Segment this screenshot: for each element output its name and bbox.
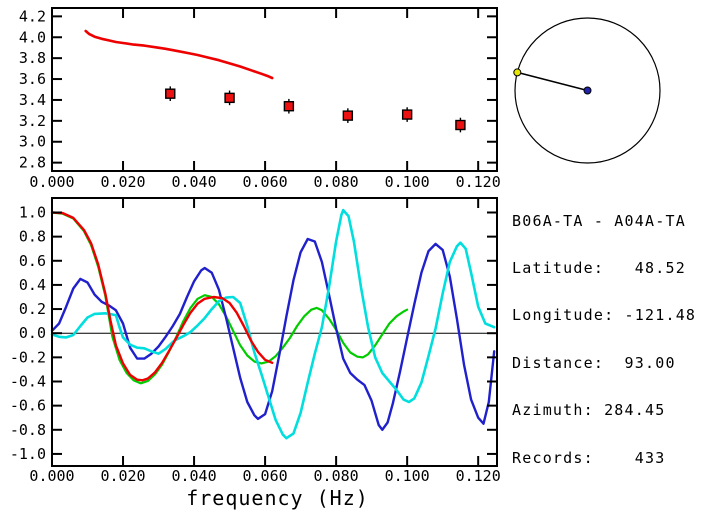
distance-line: Distance: 93.00 <box>512 353 676 372</box>
series-red-curve <box>50 211 274 382</box>
series-green-curve <box>50 211 409 385</box>
y-tick-label: 0.6 <box>19 252 46 270</box>
y-tick-label: 3.2 <box>19 112 46 130</box>
x-tick-label: 0.120 <box>456 467 501 485</box>
latitude-line: Latitude: 48.52 <box>512 258 686 277</box>
x-tick-label: 0.060 <box>243 467 288 485</box>
group-velocity-measurements-marker <box>455 119 466 131</box>
y-tick-label: -0.4 <box>10 372 46 390</box>
series-cyan-curve <box>50 208 496 440</box>
azimuth-line: Azimuth: 284.45 <box>512 401 666 420</box>
source-station-dot <box>513 68 522 77</box>
series-blue-curve <box>50 237 496 431</box>
azimuth-dial-circle <box>514 17 661 164</box>
x-tick-label: 0.040 <box>171 173 216 191</box>
group-velocity-measurements-marker <box>342 110 354 121</box>
y-tick-label: 2.8 <box>19 154 46 172</box>
series-reference-dispersion-curve <box>84 29 274 80</box>
x-tick-label: 0.100 <box>385 467 430 485</box>
y-tick-label: 3.0 <box>19 133 46 151</box>
group-velocity-measurements-marker <box>224 92 235 104</box>
records-line: Records: 433 <box>512 448 666 467</box>
y-tick-label: 3.6 <box>19 70 46 88</box>
group-velocity-measurements-marker <box>283 101 295 112</box>
azimuth-line <box>517 71 588 92</box>
x-tick-label: 0.020 <box>100 467 145 485</box>
y-tick-label: 0.8 <box>19 228 46 246</box>
x-tick-label: 0.000 <box>29 173 74 191</box>
longitude-line: Longitude: -121.48 <box>512 306 697 325</box>
x-tick-label: 0.080 <box>314 173 359 191</box>
group-velocity-measurements-marker <box>401 109 413 120</box>
center-station-dot <box>583 86 592 95</box>
dispersion-frame <box>51 7 498 172</box>
x-tick-label: 0.040 <box>171 467 216 485</box>
x-tick-label: 0.020 <box>100 173 145 191</box>
station-pair-title: B06A-TA - A04A-TA <box>512 211 686 230</box>
y-tick-label: 4.0 <box>19 28 46 46</box>
y-tick-label: -0.6 <box>10 397 46 415</box>
y-tick-label: -0.8 <box>10 421 46 439</box>
x-tick-label: 0.000 <box>29 467 74 485</box>
y-tick-label: -1.0 <box>10 445 46 463</box>
y-tick-label: 4.2 <box>19 7 46 25</box>
x-tick-label: 0.100 <box>385 173 430 191</box>
y-tick-label: 1.0 <box>19 203 46 221</box>
y-tick-label: 3.4 <box>19 91 46 109</box>
x-axis-title: frequency (Hz) <box>186 486 369 510</box>
station-info-panel: B06A-TA - A04A-TA Latitude: 48.52 Longit… <box>512 182 696 498</box>
y-tick-label: -0.2 <box>10 348 46 366</box>
x-tick-label: 0.080 <box>314 467 359 485</box>
y-tick-label: 0.4 <box>19 276 46 294</box>
x-tick-label: 0.120 <box>456 173 501 191</box>
y-tick-label: 3.8 <box>19 49 46 67</box>
y-tick-label: 0.2 <box>19 300 46 318</box>
correlation-frame <box>51 197 498 467</box>
y-tick-label: 0.0 <box>19 324 46 342</box>
group-velocity-measurements-marker <box>165 88 176 99</box>
x-tick-label: 0.060 <box>243 173 288 191</box>
